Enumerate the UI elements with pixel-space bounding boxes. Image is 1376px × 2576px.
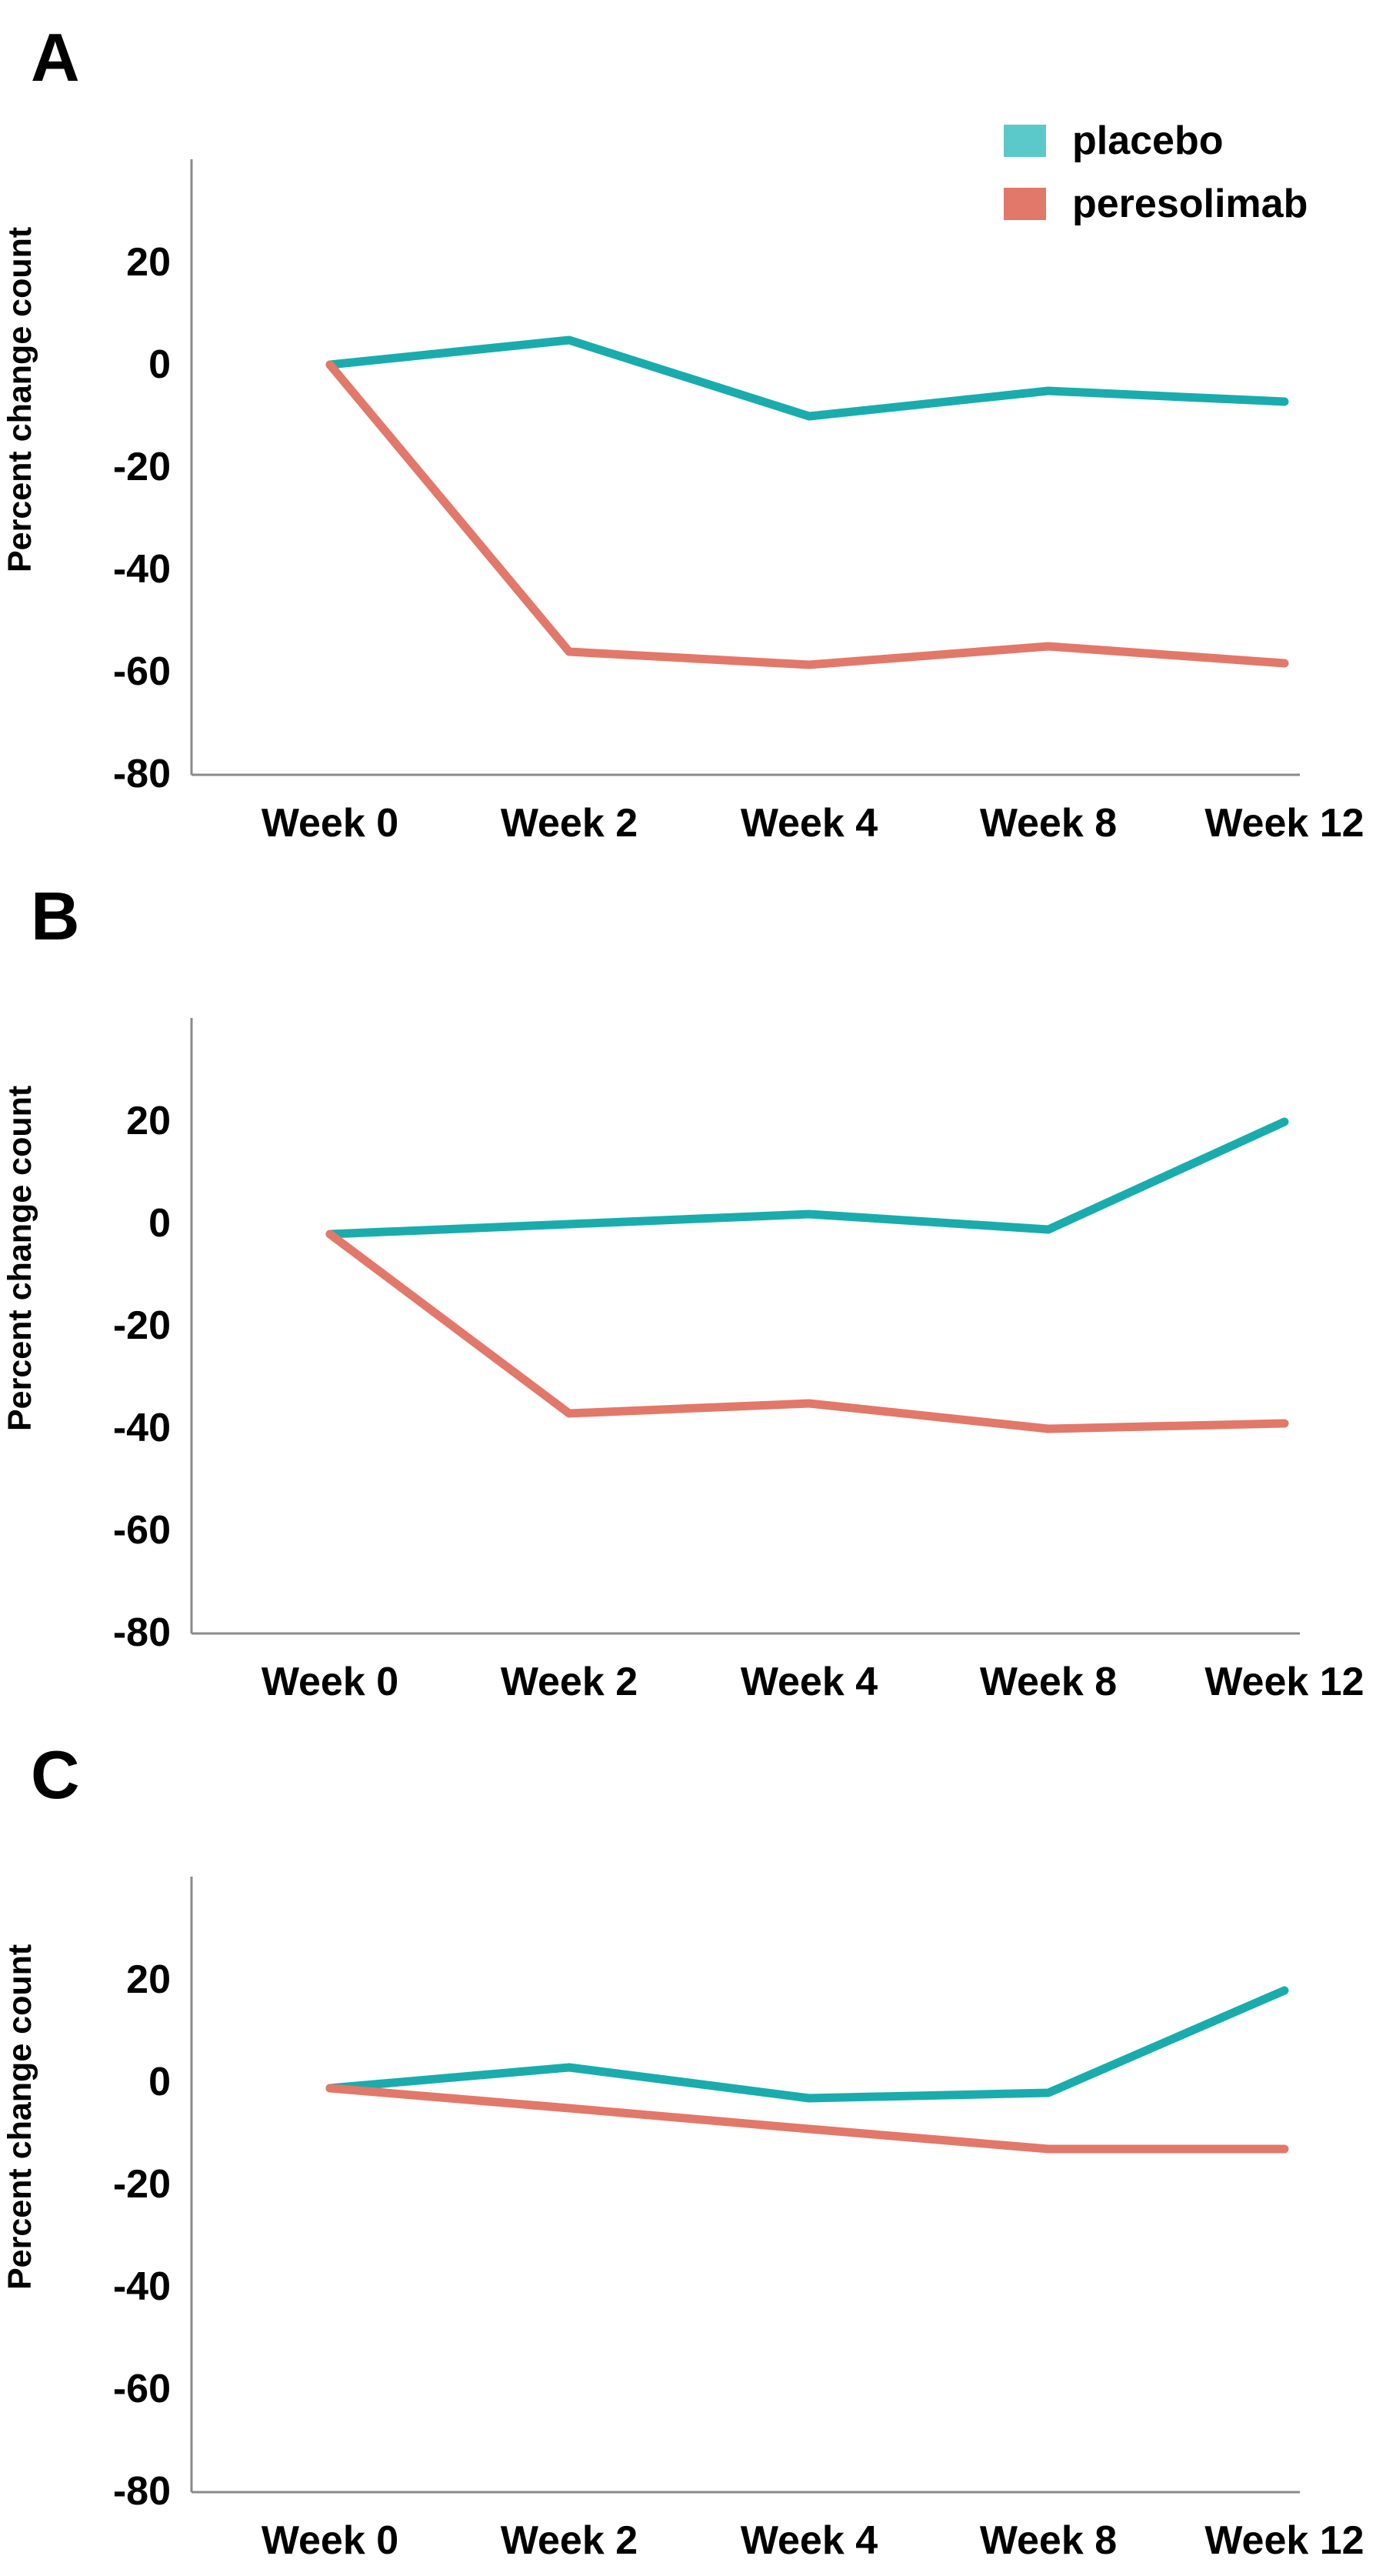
svg-text:Week 4: Week 4 (741, 2518, 878, 2563)
svg-text:Week 8: Week 8 (980, 801, 1117, 846)
svg-text:C: C (31, 1737, 80, 1813)
svg-text:-20: -20 (113, 445, 171, 489)
svg-text:-20: -20 (113, 1303, 171, 1348)
svg-text:Percent change count: Percent change count (2, 227, 38, 572)
svg-text:-60: -60 (113, 1508, 171, 1553)
svg-text:Week 8: Week 8 (980, 2518, 1117, 2563)
svg-text:Percent change count: Percent change count (2, 1944, 38, 2290)
svg-text:-40: -40 (113, 2264, 171, 2309)
svg-text:placebo: placebo (1072, 118, 1224, 163)
svg-text:-60: -60 (113, 649, 171, 694)
svg-text:-60: -60 (113, 2367, 171, 2411)
svg-text:A: A (31, 19, 80, 95)
svg-text:Week 0: Week 0 (262, 1660, 398, 1704)
svg-text:Week 2: Week 2 (501, 801, 638, 846)
svg-text:0: 0 (148, 1201, 171, 1246)
svg-text:-80: -80 (113, 2469, 171, 2514)
svg-text:-20: -20 (113, 2162, 171, 2207)
svg-text:0: 0 (148, 342, 171, 387)
svg-text:-80: -80 (113, 1610, 171, 1655)
svg-text:peresolimab: peresolimab (1072, 182, 1308, 226)
svg-text:0: 0 (148, 2060, 171, 2104)
svg-text:Week 4: Week 4 (741, 801, 878, 846)
svg-text:B: B (31, 878, 80, 954)
svg-text:20: 20 (126, 1099, 171, 1143)
svg-text:Week 8: Week 8 (980, 1660, 1117, 1704)
svg-text:Week 0: Week 0 (262, 2518, 398, 2563)
svg-text:Week 2: Week 2 (501, 1660, 638, 1704)
svg-text:Percent change count: Percent change count (2, 1086, 38, 1431)
svg-text:Week 12: Week 12 (1204, 2518, 1364, 2563)
svg-text:20: 20 (126, 1957, 171, 2002)
svg-text:20: 20 (126, 240, 171, 285)
svg-text:Week 12: Week 12 (1204, 801, 1364, 846)
svg-text:-40: -40 (113, 547, 171, 592)
svg-text:Week 2: Week 2 (501, 2518, 638, 2563)
svg-text:Week 0: Week 0 (262, 801, 398, 846)
svg-text:Week 4: Week 4 (741, 1660, 878, 1704)
svg-text:-40: -40 (113, 1406, 171, 1450)
svg-text:-80: -80 (113, 752, 171, 796)
svg-text:Week 12: Week 12 (1204, 1660, 1364, 1704)
